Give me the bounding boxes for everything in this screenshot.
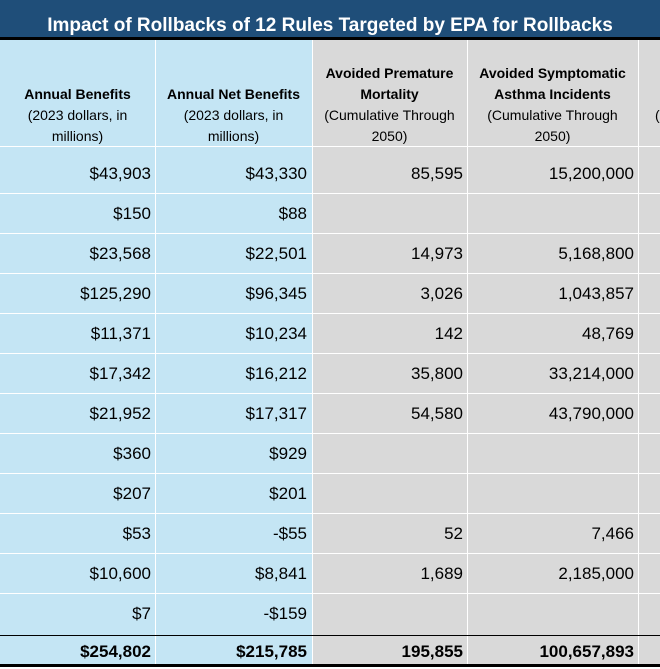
row-2-net-cell: $88: [278, 204, 307, 223]
row-6-asthma-cell: 33,214,000: [548, 364, 634, 383]
row-divider: [0, 353, 660, 354]
row-5-benefits-cell: $11,371: [90, 324, 151, 343]
row-9-benefits-cell: $207: [113, 484, 151, 503]
row-3-net-cell: $22,501: [245, 244, 307, 263]
row-divider: [0, 273, 660, 274]
row-7-mortality-cell: 54,580: [411, 404, 463, 423]
row-11-net-cell: $8,841: [255, 564, 307, 583]
header-avoided-mortality-title: Avoided Premature Mortality: [325, 65, 454, 102]
totals-top-border: [0, 635, 660, 636]
row-11-mortality-cell: 1,689: [420, 564, 463, 583]
row-5-net-cell: $10,234: [245, 324, 307, 343]
header-annual-net-benefits-title: Annual Net Benefits: [166, 86, 300, 102]
row-11-asthma-cell: 2,185,000: [558, 564, 634, 583]
row-6-benefits-cell: $17,342: [89, 364, 151, 383]
row-1-net-cell: $43,330: [245, 164, 307, 183]
row-8-net-cell: $929: [269, 444, 307, 463]
row-9-mortality-cell: [312, 474, 463, 514]
header-avoided-asthma-title: Avoided Symptomatic Asthma Incidents: [479, 65, 626, 102]
row-8-asthma-cell: [467, 434, 634, 474]
row-3-benefits-cell: $23,568: [89, 244, 151, 263]
row-5-asthma-cell: 48,769: [582, 324, 634, 343]
table-title-bar: Impact of Rollbacks of 12 Rules Targeted…: [0, 0, 660, 37]
row-6-mortality-cell: 35,800: [411, 364, 463, 383]
row-12-mortality-cell: [312, 594, 463, 634]
table-bottom-border: [0, 664, 660, 667]
row-divider: [0, 393, 660, 394]
header-annual-benefits: Annual Benefits (2023 dollars, in millio…: [0, 84, 155, 174]
total-benefits: $254,802: [80, 642, 151, 661]
row-7-asthma-cell: 43,790,000: [548, 404, 634, 423]
row-4-net-cell: $96,345: [245, 284, 307, 303]
title-bottom-border: [0, 37, 660, 40]
header-bottom-divider: [0, 146, 660, 147]
header-partial-column-subtitle: (: [655, 107, 660, 123]
header-annual-benefits-title: Annual Benefits: [24, 86, 131, 102]
row-1-benefits-cell: $43,903: [89, 164, 151, 183]
row-4-mortality-cell: 3,026: [420, 284, 463, 303]
row-4-asthma-cell: 1,043,857: [558, 284, 634, 303]
header-annual-net-benefits-subtitle: (2023 dollars, in millions): [183, 107, 284, 144]
row-10-benefits-cell: $53: [122, 524, 151, 543]
header-avoided-mortality-subtitle: (Cumulative Through 2050): [324, 107, 455, 144]
row-divider: [0, 553, 660, 554]
row-12-benefits-cell: $7: [132, 604, 151, 623]
row-11-benefits-cell: $10,600: [89, 564, 151, 583]
header-annual-benefits-subtitle: (2023 dollars, in millions): [27, 107, 128, 144]
total-asthma: 100,657,893: [539, 642, 634, 661]
header-avoided-mortality: Avoided Premature Mortality (Cumulative …: [312, 63, 467, 153]
total-mortality: 195,855: [401, 642, 463, 661]
row-10-net-cell: -$55: [272, 524, 307, 543]
row-7-benefits-cell: $21,952: [89, 404, 151, 423]
row-8-mortality-cell: [312, 434, 463, 474]
header-avoided-asthma-subtitle: (Cumulative Through 2050): [487, 107, 618, 144]
row-6-net-cell: $16,212: [245, 364, 307, 383]
row-7-net-cell: $17,317: [245, 404, 307, 423]
row-1-asthma-cell: 15,200,000: [548, 164, 634, 183]
row-10-asthma-cell: 7,466: [591, 524, 634, 543]
row-divider: [0, 433, 660, 434]
total-net-benefits: $215,785: [236, 642, 307, 661]
row-2-asthma-cell: [467, 194, 634, 234]
row-8-benefits-cell: $360: [113, 444, 151, 463]
row-divider: [0, 313, 660, 314]
header-partial-column: (: [655, 105, 660, 195]
row-2-benefits-cell: $150: [113, 204, 151, 223]
row-divider: [0, 513, 660, 514]
row-4-benefits-cell: $125,290: [80, 284, 151, 303]
row-12-net-cell: -$159: [263, 604, 307, 623]
row-divider: [0, 233, 660, 234]
row-divider: [0, 593, 660, 594]
row-divider: [0, 193, 660, 194]
header-annual-net-benefits: Annual Net Benefits (2023 dollars, in mi…: [155, 84, 312, 174]
row-divider: [0, 473, 660, 474]
row-9-asthma-cell: [467, 474, 634, 514]
row-12-asthma-cell: [467, 594, 634, 634]
header-avoided-asthma: Avoided Symptomatic Asthma Incidents (Cu…: [467, 63, 638, 153]
row-5-mortality-cell: 142: [434, 324, 463, 343]
table-title: Impact of Rollbacks of 12 Rules Targeted…: [47, 15, 613, 36]
row-3-asthma-cell: 5,168,800: [558, 244, 634, 263]
row-1-mortality-cell: 85,595: [411, 164, 463, 183]
row-3-mortality-cell: 14,973: [411, 244, 463, 263]
row-2-mortality-cell: [312, 194, 463, 234]
row-9-net-cell: $201: [269, 484, 307, 503]
row-10-mortality-cell: 52: [444, 524, 463, 543]
